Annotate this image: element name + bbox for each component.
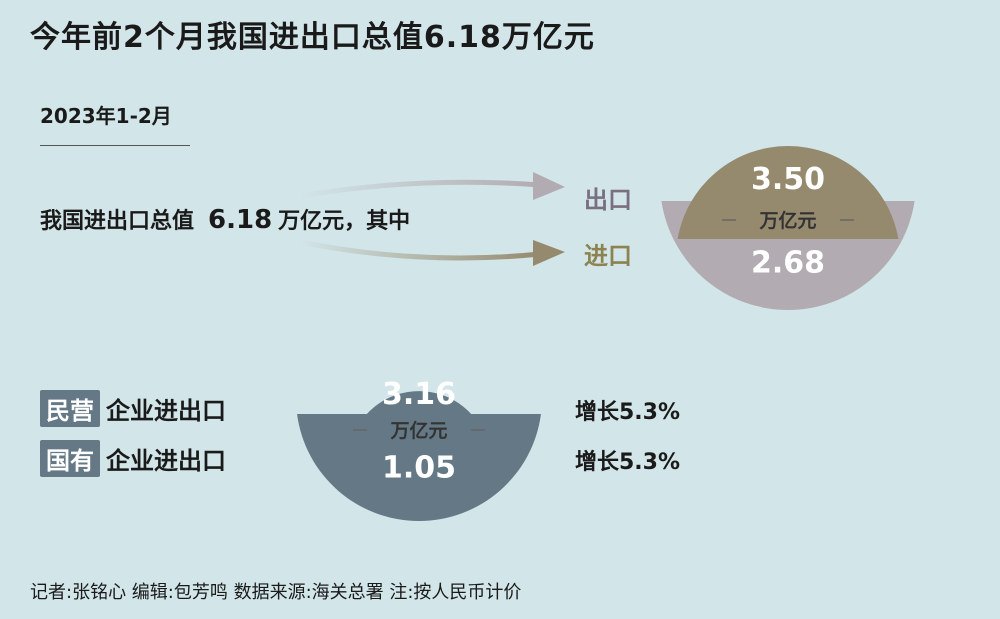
trade-value-bottom: 2.68	[751, 246, 825, 281]
state-growth: 增长5.3%	[575, 450, 681, 475]
import-arrowhead-icon	[533, 240, 565, 266]
state-badge: 国有	[40, 440, 100, 477]
trade-value-top: 3.50	[751, 162, 825, 197]
private-text: 企业进出口	[106, 397, 226, 425]
import-label: 进口	[584, 242, 632, 270]
export-label: 出口	[584, 186, 632, 214]
period-subtitle: 2023年1-2月	[40, 104, 172, 128]
import-arrow-icon	[299, 239, 541, 261]
total-statement: 我国进出口总值 6.18 万亿元，其中	[40, 203, 410, 235]
footer-credits: 记者:张铭心 编辑:包芳鸣 数据来源:海关总署 注:按人民币计价	[30, 582, 522, 603]
private-growth: 增长5.3%	[575, 400, 681, 425]
total-prefix: 我国进出口总值	[40, 209, 195, 234]
subtitle-divider	[40, 145, 190, 146]
enterprise-unit-label: 万亿元	[389, 419, 447, 442]
page-title: 今年前2个月我国进出口总值6.18万亿元	[30, 20, 595, 55]
enterprise-value-top: 3.16	[382, 377, 456, 412]
enterprise-split-chart: 3.16 1.05 万亿元	[297, 377, 541, 521]
total-suffix: 万亿元，其中	[278, 209, 411, 234]
state-enterprise-row: 国有 企业进出口	[40, 440, 226, 477]
trade-unit-label: 万亿元	[758, 209, 816, 232]
export-arrow-icon	[299, 179, 541, 199]
trade-slice-bottom	[677, 145, 899, 239]
state-text: 企业进出口	[106, 447, 226, 475]
enterprise-slice-bottom	[349, 391, 489, 446]
enterprise-value-bottom: 1.05	[382, 451, 456, 486]
private-enterprise-row: 民营 企业进出口	[40, 390, 226, 427]
export-arrowhead-icon	[533, 172, 565, 200]
total-value: 6.18	[208, 205, 273, 235]
trade-split-chart: 3.50 2.68 万亿元	[661, 145, 915, 310]
private-badge: 民营	[40, 390, 100, 427]
